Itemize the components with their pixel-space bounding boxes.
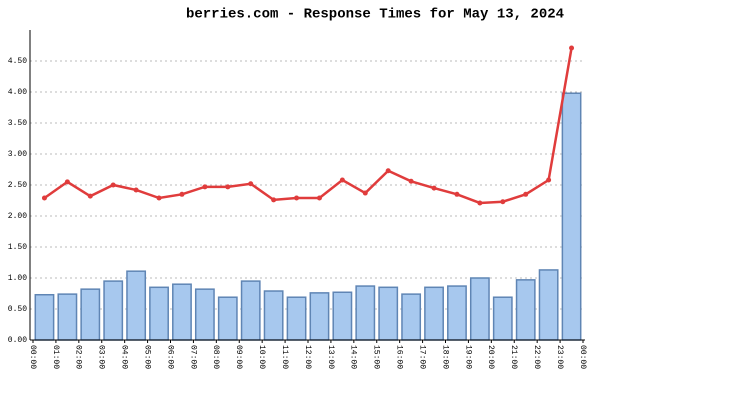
x-tick-label: 01:00 xyxy=(51,345,60,369)
x-tick-label: 03:00 xyxy=(97,345,106,369)
x-tick-label: 02:00 xyxy=(74,345,83,369)
bar xyxy=(103,280,124,341)
line-point xyxy=(294,195,300,201)
line-point xyxy=(248,181,254,187)
y-tick-label: 2.00 xyxy=(8,212,27,221)
line-point xyxy=(316,195,322,201)
x-tick-label: 10:00 xyxy=(257,345,266,369)
bar xyxy=(217,296,238,341)
bar xyxy=(34,293,55,341)
y-tick-label: 0.00 xyxy=(8,336,27,345)
line-point xyxy=(179,191,185,197)
x-tick-label: 11:00 xyxy=(280,345,289,369)
bar xyxy=(332,291,353,341)
bar xyxy=(401,293,422,341)
line-point xyxy=(41,195,47,201)
line-point xyxy=(225,184,231,190)
y-tick-label: 3.00 xyxy=(8,150,27,159)
x-tick-label: 14:00 xyxy=(349,345,358,369)
line-point xyxy=(523,191,529,197)
y-tick-label: 4.00 xyxy=(8,88,27,97)
bar xyxy=(469,277,490,341)
line-point xyxy=(385,168,391,174)
bar xyxy=(538,269,559,341)
y-tick-label: 1.00 xyxy=(8,274,27,283)
bar xyxy=(447,285,467,341)
bar xyxy=(80,288,101,341)
line-point xyxy=(477,200,483,206)
y-tick-label: 1.50 xyxy=(8,243,27,252)
bar xyxy=(240,280,261,341)
bar xyxy=(492,296,513,341)
x-tick-label: 13:00 xyxy=(326,345,335,369)
x-tick-label: 18:00 xyxy=(440,345,449,369)
line-point xyxy=(339,177,345,183)
line-point xyxy=(500,199,506,205)
bar xyxy=(286,296,307,341)
x-tick-label: 19:00 xyxy=(463,345,472,369)
x-tick-label: 22:00 xyxy=(532,345,541,369)
line-point xyxy=(431,185,437,191)
bar xyxy=(263,290,284,341)
line-point xyxy=(454,191,460,197)
y-tick-label: 4.50 xyxy=(8,57,27,66)
x-tick-label: 20:00 xyxy=(486,345,495,369)
x-tick-label: 04:00 xyxy=(120,345,129,369)
bar xyxy=(149,286,169,341)
chart-title: berries.com - Response Times for May 13,… xyxy=(186,7,564,23)
y-tick-label: 2.50 xyxy=(8,181,27,190)
bar xyxy=(309,292,330,341)
bar xyxy=(515,279,536,341)
line-point xyxy=(133,187,139,193)
line-point xyxy=(87,193,93,199)
line xyxy=(43,47,573,205)
bar xyxy=(194,288,215,341)
bar xyxy=(126,270,147,341)
x-tick-label: 07:00 xyxy=(188,345,197,369)
x-tick-label: 16:00 xyxy=(395,345,404,369)
line-point xyxy=(156,195,162,201)
line-point xyxy=(408,178,414,184)
x-tick-label: 17:00 xyxy=(417,345,426,369)
line-point xyxy=(362,190,368,196)
line-point xyxy=(64,179,70,185)
line-point xyxy=(271,197,277,203)
x-tick-label: 05:00 xyxy=(142,345,151,369)
line-point xyxy=(546,177,552,183)
y-tick-label: 0.50 xyxy=(8,305,27,314)
x-tick-label: 06:00 xyxy=(165,345,174,369)
line-point xyxy=(569,45,575,51)
x-tick-label: 08:00 xyxy=(211,345,220,369)
x-tick-label: 09:00 xyxy=(234,345,243,369)
bar xyxy=(561,92,582,341)
x-tick-label: 00:00 xyxy=(578,345,587,369)
bar xyxy=(355,285,376,341)
x-tick-label: 15:00 xyxy=(372,345,381,369)
bar xyxy=(424,286,444,341)
x-tick-label: 21:00 xyxy=(509,345,518,369)
bar xyxy=(172,283,192,341)
line-point xyxy=(202,184,208,190)
x-tick-label: 00:00 xyxy=(28,345,37,369)
bar xyxy=(57,293,78,341)
y-tick-label: 3.50 xyxy=(8,119,27,128)
x-tick-label: 23:00 xyxy=(555,345,564,369)
line-point xyxy=(110,182,116,188)
x-tick-label: 12:00 xyxy=(303,345,312,369)
bar xyxy=(378,286,399,341)
